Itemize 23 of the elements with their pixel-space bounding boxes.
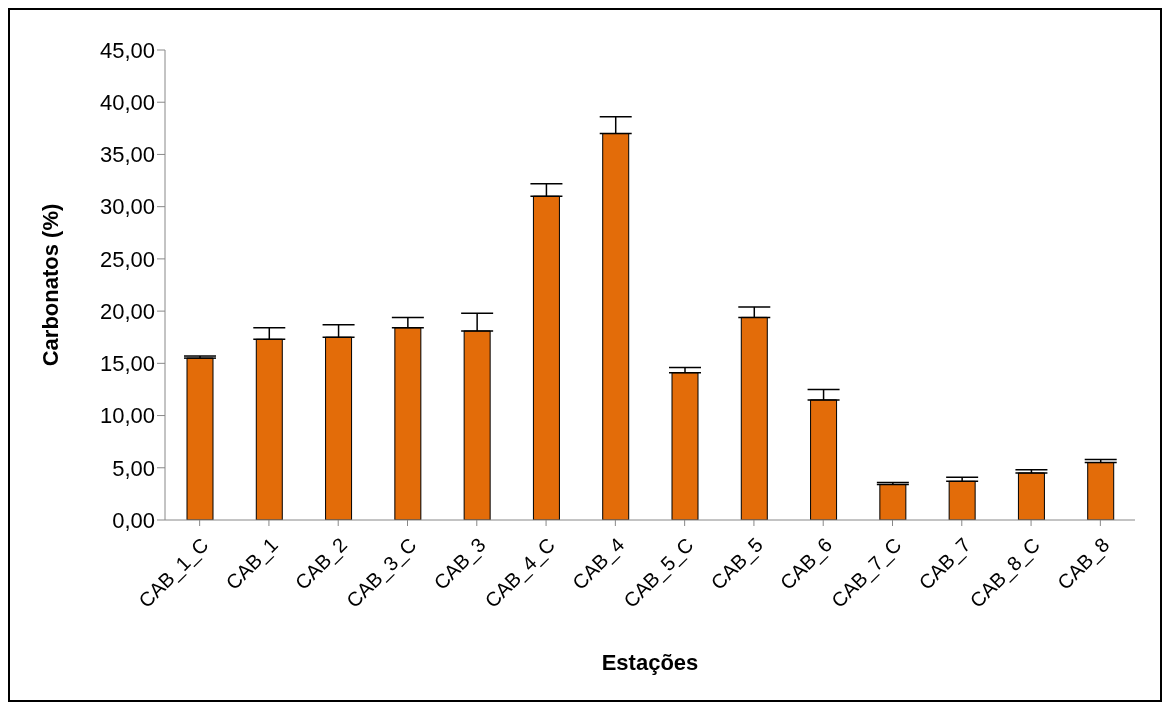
y-tick-label: 15,00 bbox=[99, 351, 155, 377]
bar bbox=[879, 483, 907, 520]
y-tick-label: 35,00 bbox=[99, 142, 155, 168]
y-tick-label: 5,00 bbox=[112, 455, 155, 481]
y-tick-label: 45,00 bbox=[99, 37, 155, 63]
bar bbox=[810, 399, 838, 520]
bar bbox=[325, 336, 353, 520]
x-axis-title: Estações bbox=[601, 650, 699, 675]
y-tick-label: 25,00 bbox=[99, 246, 155, 272]
y-tick-label: 10,00 bbox=[99, 403, 155, 429]
bar bbox=[1087, 462, 1115, 520]
bar bbox=[186, 357, 214, 520]
bar bbox=[671, 372, 699, 520]
y-tick-label: 20,00 bbox=[99, 298, 155, 324]
y-tick-label: 0,00 bbox=[112, 507, 155, 533]
y-axis-title: Carbonatos (%) bbox=[37, 203, 63, 367]
bar bbox=[532, 195, 560, 520]
bar bbox=[948, 480, 976, 520]
bar bbox=[394, 327, 422, 520]
y-tick-label: 30,00 bbox=[99, 194, 155, 220]
bar bbox=[463, 330, 491, 520]
y-tick-label: 40,00 bbox=[99, 90, 155, 116]
bar bbox=[1017, 472, 1045, 520]
